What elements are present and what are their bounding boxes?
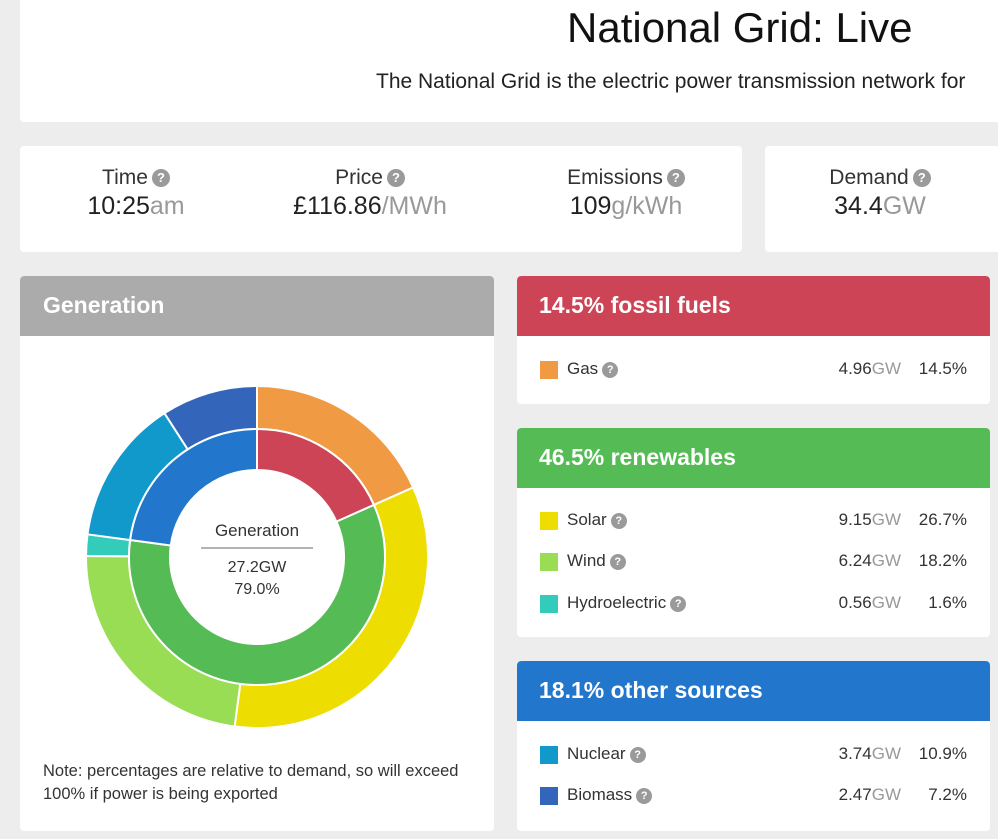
biomass-pct: 7.2%	[928, 785, 967, 804]
wind-name: Wind	[567, 551, 606, 570]
help-icon[interactable]: ?	[386, 169, 405, 187]
help-icon[interactable]: ?	[636, 788, 653, 804]
stat-emissions-label: Emissions	[567, 166, 663, 189]
renewables-card: 46.5% renewables Solar? 9.15GW 26.7% Win…	[517, 428, 990, 637]
biomass-gw: 2.47	[838, 785, 872, 804]
biomass-gw-unit: GW	[871, 785, 901, 804]
gas-pct-text: 14.5%	[918, 359, 967, 378]
stat-price: Price? £116.86/MWh	[270, 166, 470, 221]
page-subtitle: The National Grid is the electric power …	[376, 70, 966, 93]
nuclear-gw: 3.74	[838, 744, 872, 763]
nuclear-swatch	[540, 746, 558, 764]
help-icon[interactable]: ?	[602, 362, 619, 378]
inner-slice-other-sources[interactable]	[129, 427, 258, 547]
stat-demand-label: Demand	[829, 166, 909, 189]
stat-demand-value: 34.4	[834, 192, 883, 220]
fossil-fuels-card: 14.5% fossil fuels Gas? 4.96GW 14.5%	[517, 276, 990, 404]
help-icon[interactable]: ?	[666, 169, 685, 187]
donut-center-pct: 79.0%	[234, 581, 279, 598]
wind-gw: 6.24	[838, 551, 872, 570]
wind-swatch	[540, 553, 558, 571]
page-title: National Grid: Live	[567, 4, 913, 51]
generation-title: Generation	[43, 292, 165, 318]
stat-time-value: 10:25	[87, 192, 150, 220]
stats-card: Time? 10:25am Price? £116.86/MWh Emissio…	[20, 146, 742, 252]
source-row-gas: Gas? 4.96GW 14.5%	[517, 355, 990, 385]
fossil-fuels-title: 14.5% fossil fuels	[539, 292, 731, 318]
help-icon[interactable]: ?	[670, 596, 687, 612]
biomass-name: Biomass	[567, 785, 633, 804]
gas-pct: 14.5%	[919, 359, 967, 379]
stat-price-value: £116.86	[293, 192, 382, 220]
nuclear-gw-unit: GW	[871, 744, 901, 763]
source-row-biomass: Biomass? 2.47GW 7.2%	[517, 781, 990, 811]
hydroelectric-gw-unit: GW	[871, 593, 901, 612]
help-icon[interactable]: ?	[629, 747, 646, 763]
generation-panel: Generation Generation 27.2GW 79.0% Note:…	[20, 276, 494, 831]
stat-demand: Demand? 34.4GW	[805, 166, 955, 221]
stat-emissions-unit: g/kWh	[611, 192, 683, 220]
source-row-nuclear: Nuclear? 3.74GW 10.9%	[517, 740, 990, 770]
stat-price-unit: /MWh	[381, 192, 447, 220]
renewables-header: 46.5% renewables	[517, 428, 990, 488]
gas-swatch	[540, 361, 558, 379]
help-icon[interactable]: ?	[610, 513, 627, 529]
donut-center-gw: 27.2GW	[228, 559, 288, 576]
solar-name: Solar	[567, 510, 607, 529]
solar-swatch	[540, 512, 558, 530]
hydroelectric-gw: 0.56	[838, 593, 872, 612]
inner-slice-renewables[interactable]	[128, 503, 386, 686]
help-icon[interactable]: ?	[151, 169, 170, 187]
stat-emissions: Emissions? 109g/kWh	[526, 166, 726, 221]
other-sources-title: 18.1% other sources	[539, 677, 763, 703]
help-icon[interactable]: ?	[912, 169, 931, 187]
renewables-title: 46.5% renewables	[539, 444, 736, 470]
stat-time: Time? 10:25am	[56, 166, 216, 221]
wind-pct: 18.2%	[918, 551, 967, 570]
demand-card: Demand? 34.4GW	[765, 146, 998, 252]
generation-header: Generation	[20, 276, 494, 336]
other-sources-card: 18.1% other sources Nuclear? 3.74GW 10.9…	[517, 661, 990, 831]
solar-gw: 9.15	[838, 510, 872, 529]
wind-gw-unit: GW	[871, 551, 901, 570]
stat-time-unit: am	[149, 192, 185, 220]
help-icon[interactable]: ?	[609, 554, 626, 570]
biomass-swatch	[540, 787, 558, 805]
stat-demand-unit: GW	[882, 192, 926, 220]
inner-ring	[128, 427, 386, 686]
fossil-fuels-header: 14.5% fossil fuels	[517, 276, 990, 336]
stat-emissions-value: 109	[569, 192, 612, 220]
gas-gw-unit: GW	[871, 359, 901, 378]
solar-pct: 26.7%	[918, 510, 967, 529]
nuclear-pct: 10.9%	[918, 744, 967, 763]
nuclear-name: Nuclear	[567, 744, 626, 763]
hydroelectric-name: Hydroelectric	[567, 593, 667, 612]
generation-note: Note: percentages are relative to demand…	[43, 762, 459, 803]
gas-gw: 4.96	[838, 359, 872, 378]
header-card: National Grid: Live The National Grid is…	[20, 0, 998, 122]
source-row-hydroelectric: Hydroelectric? 0.56GW 1.6%	[517, 589, 990, 619]
source-row-solar: Solar? 9.15GW 26.7%	[517, 506, 990, 536]
gas-name: Gas	[567, 359, 599, 378]
solar-gw-unit: GW	[871, 510, 901, 529]
stat-price-label: Price	[335, 166, 383, 189]
source-row-wind: Wind? 6.24GW 18.2%	[517, 547, 990, 577]
generation-donut-chart: Generation 27.2GW 79.0%	[84, 384, 429, 729]
stat-time-label: Time	[102, 166, 148, 189]
hydroelectric-swatch	[540, 595, 558, 613]
donut-center-label: Generation	[215, 521, 299, 540]
hydroelectric-pct: 1.6%	[928, 593, 967, 612]
other-sources-header: 18.1% other sources	[517, 661, 990, 721]
outer-ring	[84, 384, 429, 729]
